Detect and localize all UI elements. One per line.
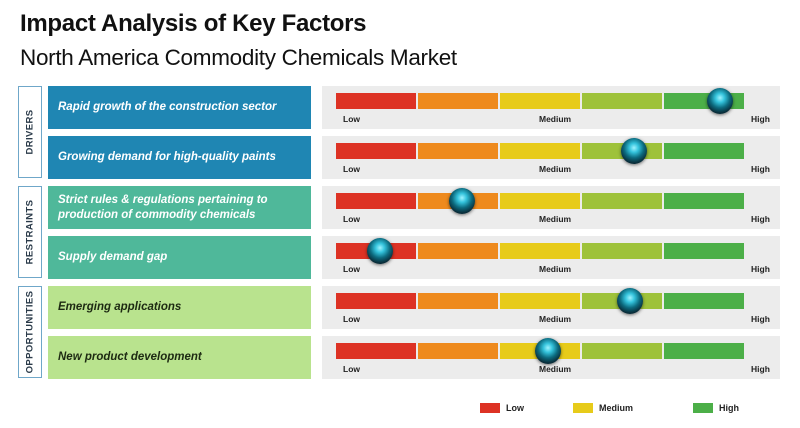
legend-swatch bbox=[480, 403, 500, 413]
scale-low-label: Low bbox=[343, 314, 360, 324]
legend-label: High bbox=[719, 403, 739, 413]
scale-medium-label: Medium bbox=[539, 264, 572, 274]
scale-low-label: Low bbox=[343, 164, 360, 174]
scale-segment bbox=[664, 243, 744, 259]
category-label: DRIVERS bbox=[24, 109, 36, 155]
impact-scale-bar bbox=[335, 138, 745, 164]
scale-high-label: High bbox=[751, 364, 770, 374]
page-subtitle: North America Commodity Chemicals Market bbox=[20, 45, 457, 70]
scale-segment bbox=[418, 293, 498, 309]
impact-panel: Low Medium High bbox=[322, 336, 780, 379]
impact-scale-bar bbox=[335, 88, 745, 114]
scale-high-label: High bbox=[751, 314, 770, 324]
legend-item-medium: Medium bbox=[573, 403, 633, 413]
scale-high-label: High bbox=[751, 214, 770, 224]
category-opportunities: OPPORTUNITIES bbox=[18, 286, 42, 378]
impact-scale-bar bbox=[335, 338, 745, 364]
scale-segment bbox=[336, 143, 416, 159]
impact-marker bbox=[617, 288, 644, 314]
scale-segment bbox=[500, 293, 580, 309]
scale-low-label: Low bbox=[343, 364, 360, 374]
impact-marker bbox=[707, 88, 734, 114]
page-title: Impact Analysis of Key Factors bbox=[20, 10, 367, 37]
impact-panel: Low Medium High bbox=[322, 86, 780, 129]
scale-segment bbox=[582, 343, 662, 359]
scale-segment bbox=[500, 143, 580, 159]
scale-segment bbox=[418, 143, 498, 159]
impact-panel: Low Medium High bbox=[322, 186, 780, 229]
scale-segment bbox=[500, 93, 580, 109]
factor-row-5: Emerging applications bbox=[48, 286, 311, 329]
impact-panel: Low Medium High bbox=[322, 286, 780, 329]
scale-medium-label: Medium bbox=[539, 214, 572, 224]
scale-high-label: High bbox=[751, 114, 770, 124]
scale-segment bbox=[582, 93, 662, 109]
legend-label: Medium bbox=[599, 403, 634, 413]
scale-medium-label: Medium bbox=[539, 364, 572, 374]
impact-scale-bar bbox=[335, 238, 745, 264]
category-label: RESTRAINTS bbox=[24, 199, 36, 265]
impact-panel: Low Medium High bbox=[322, 236, 780, 279]
scale-medium-label: Medium bbox=[539, 114, 572, 124]
scale-low-label: Low bbox=[343, 214, 360, 224]
factor-row-1: Rapid growth of the construction sector bbox=[48, 86, 311, 129]
impact-marker bbox=[449, 188, 476, 214]
category-restraints: RESTRAINTS bbox=[18, 186, 42, 278]
scale-high-label: High bbox=[751, 164, 770, 174]
scale-low-label: Low bbox=[343, 114, 360, 124]
scale-segment bbox=[336, 293, 416, 309]
impact-marker bbox=[535, 338, 562, 364]
scale-segment bbox=[336, 93, 416, 109]
scale-segment bbox=[336, 343, 416, 359]
legend-item-high: High bbox=[693, 403, 739, 413]
impact-panel: Low Medium High bbox=[322, 136, 780, 179]
scale-segment bbox=[418, 243, 498, 259]
factor-row-2: Growing demand for high-quality paints bbox=[48, 136, 311, 179]
scale-segment bbox=[500, 243, 580, 259]
impact-marker bbox=[367, 238, 394, 264]
impact-scale-bar bbox=[335, 288, 745, 314]
legend-item-low: Low bbox=[480, 403, 524, 413]
legend-swatch bbox=[573, 403, 593, 413]
scale-medium-label: Medium bbox=[539, 314, 572, 324]
scale-segment bbox=[664, 143, 744, 159]
legend-swatch bbox=[693, 403, 713, 413]
scale-segment bbox=[582, 193, 662, 209]
category-label: OPPORTUNITIES bbox=[24, 290, 36, 374]
factor-row-6: New product development bbox=[48, 336, 311, 379]
category-drivers: DRIVERS bbox=[18, 86, 42, 178]
scale-low-label: Low bbox=[343, 264, 360, 274]
scale-segment bbox=[418, 343, 498, 359]
scale-segment bbox=[500, 193, 580, 209]
scale-medium-label: Medium bbox=[539, 164, 572, 174]
scale-segment bbox=[664, 193, 744, 209]
scale-segment bbox=[664, 293, 744, 309]
scale-segment bbox=[336, 193, 416, 209]
factor-row-4: Supply demand gap bbox=[48, 236, 311, 279]
factor-row-3: Strict rules & regulations pertaining to… bbox=[48, 186, 311, 229]
legend-label: Low bbox=[506, 403, 524, 413]
scale-segment bbox=[582, 243, 662, 259]
scale-high-label: High bbox=[751, 264, 770, 274]
scale-segment bbox=[418, 93, 498, 109]
impact-scale-bar bbox=[335, 188, 745, 214]
scale-segment bbox=[664, 343, 744, 359]
impact-marker bbox=[621, 138, 648, 164]
